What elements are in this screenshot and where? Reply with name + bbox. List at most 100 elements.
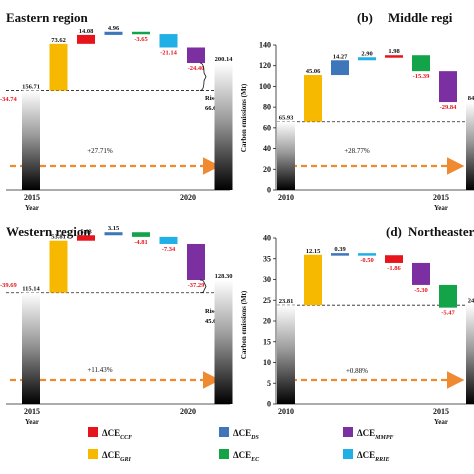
bar-ds [104, 232, 123, 236]
panel-b-xlabel: Year [434, 204, 448, 212]
bar-value-label: 1.98 [388, 48, 400, 55]
bar-gri [304, 254, 322, 306]
bar-value-label: 0.39 [334, 246, 346, 253]
panel-b-tag: (b) [357, 10, 373, 25]
panel-d-ylabel: Carbon emissions (Mt) [240, 290, 248, 359]
panel-c-tick-2015: 2015 [24, 407, 40, 416]
ytick-label: 0 [267, 400, 271, 409]
bar-ds [331, 60, 349, 76]
bar-value-label: -5.47 [441, 310, 455, 317]
bar-total [214, 280, 233, 404]
bar-total [466, 102, 474, 190]
ytick-label: 30 [263, 275, 271, 284]
bar-ds [331, 253, 349, 256]
panel-western-region: Western region 2015 2020 Year -39.69 Ris… [0, 224, 233, 426]
panel-b-tick-2010: 2010 [278, 193, 294, 202]
legend: ΔCECCF ΔCEDS ΔCEMMPF ΔCEGRI ΔCEEC ΔCERRIE [88, 427, 394, 463]
bar-total [466, 304, 474, 404]
rise-bracket [199, 62, 207, 91]
ytick-label: 120 [259, 61, 271, 70]
panel-c-rise-label: Rise [205, 308, 217, 315]
legend-swatch-gri [88, 449, 98, 459]
panel-eastern-region: Eastern region 2015 2020 Year -34.74 Ris… [0, 10, 233, 212]
bar-value-label: 200.14 [215, 56, 234, 63]
bar-value-label: -7.34 [162, 246, 176, 253]
legend-label-gri: ΔCEGRI [102, 450, 131, 463]
ytick-label: 20 [263, 165, 271, 174]
panel-d-growth-label: +0.88% [346, 367, 368, 375]
ytick-label: 40 [263, 234, 271, 243]
ytick-label: 20 [263, 317, 271, 326]
bar-total [277, 121, 295, 190]
bar-value-label: 24.02 [468, 297, 474, 304]
panel-c-growth-label: +11.43% [87, 366, 112, 374]
ytick-label: 80 [263, 103, 271, 112]
panel-c-bars: 115.14 53.81 5.63 3.15 -4.81 -7.34 -37.29 128.3… [6, 225, 233, 404]
bar-value-label: 65.93 [279, 115, 294, 122]
panel-b-yticks: 0 20 40 60 80 100 120 140 [259, 41, 276, 195]
legend-swatch-ec [219, 449, 229, 459]
panel-d-yticks: 0 5 10 15 20 25 30 35 40 [263, 234, 276, 409]
ytick-label: 15 [263, 337, 271, 346]
panel-b-tick-2015: 2015 [433, 193, 449, 202]
bar-ds [104, 31, 123, 35]
panel-d-tick-2015: 2015 [433, 407, 449, 416]
legend-label-ds: ΔCEDS [233, 428, 259, 441]
bar-ec [412, 55, 430, 72]
bar-value-label: 23.81 [279, 298, 294, 305]
panel-a-tick-2015: 2015 [24, 193, 40, 202]
bar-value-label: -37.29 [188, 282, 206, 289]
bar-value-label: -21.14 [160, 49, 178, 56]
bar-total [22, 292, 40, 404]
panel-middle-region: Middle regi (b) Carbon emissions (Mt) 20… [240, 10, 474, 212]
bar-mmpf [187, 47, 205, 63]
panel-d-xlabel: Year [434, 418, 448, 426]
ytick-label: 5 [267, 379, 271, 388]
bar-value-label: 115.14 [22, 286, 40, 293]
legend-swatch-mmpf [343, 427, 353, 437]
bar-value-label: 45.06 [306, 68, 321, 75]
panel-c-xlabel: Year [25, 418, 39, 426]
panel-d-title: Northeaster [408, 224, 474, 239]
panel-a-bars: 156.71 73.62 14.08 4.96 -3.65 -21.14 -24.40 200… [6, 25, 233, 190]
bar-value-label: 14.27 [333, 53, 348, 60]
panel-a-growth-label: +27.71% [87, 147, 113, 155]
bar-ec [132, 31, 150, 35]
legend-swatch-ccf [88, 427, 98, 437]
bar-value-label: 84.90 [468, 95, 474, 102]
panel-northeastern-region: Northeaster (d) Carbon emissions (Mt) 20… [240, 224, 474, 426]
bar-total [277, 305, 295, 404]
panel-a-tick-2020: 2020 [180, 193, 196, 202]
bar-gri [49, 43, 68, 91]
bar-value-label: -4.81 [134, 239, 148, 246]
bar-rrie [358, 57, 376, 61]
panel-d-tag: (d) [386, 224, 402, 239]
legend-swatch-rrie [343, 449, 353, 459]
panel-b-bars: 65.93 45.06 14.27 2.90 1.98 -15.39 -29.84 84.90… [277, 48, 474, 190]
bar-value-label: 128.30 [215, 273, 233, 280]
panel-b-ylabel: Carbon emissions (Mt) [240, 83, 248, 152]
panel-a-rise-label: Rise [205, 95, 217, 102]
bar-value-label: 53.81 [51, 234, 66, 241]
panel-d-tick-2010: 2010 [278, 407, 294, 416]
bar-rrie [358, 253, 376, 256]
bar-ec [439, 284, 457, 308]
ytick-label: 60 [263, 123, 271, 132]
bar-value-label: 4.96 [108, 25, 120, 32]
ytick-label: 10 [263, 358, 271, 367]
panel-c-prev-neg-label: -39.69 [0, 282, 18, 289]
panel-a-rise-value: 66.6% [205, 105, 223, 112]
bar-value-label: 14.08 [79, 28, 94, 35]
bar-value-label: -29.84 [440, 104, 458, 111]
bar-rrie [159, 34, 178, 48]
bar-value-label: -0.50 [360, 257, 374, 264]
bar-ccf [77, 235, 95, 241]
ytick-label: 35 [263, 254, 271, 263]
panel-d-bars: 23.8112.150.39-0.50-1.86-5.30-5.4724.026… [277, 246, 474, 404]
bar-value-label: 2.90 [361, 50, 372, 57]
bar-rrie [159, 236, 178, 244]
bar-ccf [385, 255, 403, 263]
ytick-label: 25 [263, 296, 271, 305]
panel-a-prev-neg-label: -34.74 [0, 96, 18, 103]
bar-value-label: 3.15 [108, 225, 120, 232]
